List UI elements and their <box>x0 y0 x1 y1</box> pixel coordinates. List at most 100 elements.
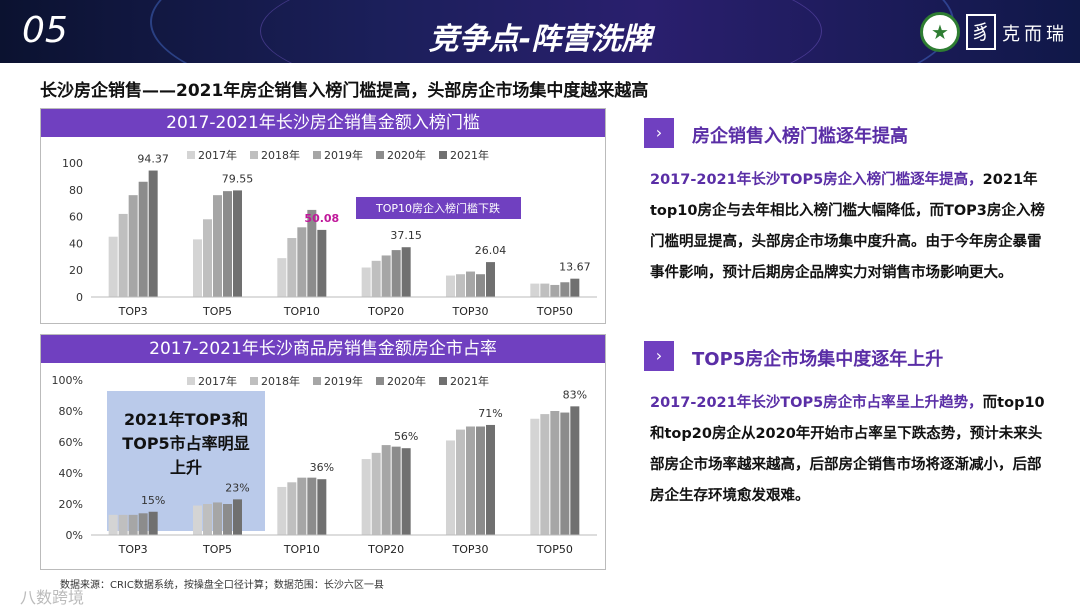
annotation-text: 2021年TOP3和 <box>124 410 248 429</box>
x-tick-label: TOP5 <box>202 543 232 556</box>
data-label: 15% <box>141 494 165 507</box>
bar <box>486 262 495 297</box>
bar <box>138 181 148 297</box>
y-tick-label: 60% <box>59 436 83 449</box>
y-tick-label: 80% <box>59 405 83 418</box>
bar <box>193 505 202 535</box>
x-tick-label: TOP3 <box>118 543 148 556</box>
x-tick-label: TOP10 <box>283 305 320 318</box>
x-tick-label: TOP5 <box>202 305 232 318</box>
section-number: 05 <box>22 10 68 51</box>
bar <box>381 445 391 535</box>
star-emblem-icon: ★ <box>920 12 960 52</box>
header-banner: 05 竞争点-阵营洗牌 ★ 豸 克而瑞 <box>0 0 1080 63</box>
chart-panel-threshold: 2017-2021年长沙房企销售金额入榜门槛 0 20 40 60 80 100 2017年… <box>40 108 606 324</box>
bar <box>560 282 570 297</box>
y-tick-label: 80 <box>69 184 83 197</box>
x-tick-label: TOP3 <box>118 305 148 318</box>
bar <box>371 452 381 535</box>
bar <box>213 195 222 297</box>
bar <box>530 418 540 535</box>
chart-title: 2017-2021年长沙房企销售金额入榜门槛 <box>41 109 605 137</box>
y-tick-label: 20% <box>59 498 83 511</box>
legend-swatch <box>376 377 384 385</box>
bar <box>446 440 455 535</box>
bar <box>317 479 327 535</box>
bar <box>550 284 560 297</box>
bar <box>361 267 371 297</box>
data-label: 50.08 <box>304 212 339 225</box>
bar <box>371 260 381 297</box>
bar <box>317 229 327 297</box>
bar <box>193 239 202 297</box>
legend-label: 2018年 <box>261 148 300 162</box>
data-label: 56% <box>394 430 418 443</box>
data-label: 36% <box>310 461 334 474</box>
bar <box>401 448 411 535</box>
threshold-bar-chart: 0 20 40 60 80 100 2017年 2018年 2019年 2020年 2021年 TOP… <box>62 148 597 318</box>
section-2-text: 2017-2021年长沙TOP5房企市占率呈上升趋势，而top10和top20房… <box>650 388 1050 512</box>
bar <box>540 414 550 535</box>
bar <box>118 514 128 535</box>
section-lead: 2017-2021年长沙TOP5房企市占率呈上升趋势， <box>650 395 983 411</box>
y-tick-label: 20 <box>69 264 83 277</box>
data-label: 83% <box>563 388 587 401</box>
bar <box>476 274 485 297</box>
x-tick-label: TOP50 <box>536 305 573 318</box>
bar <box>213 502 222 535</box>
section-title: 房企销售入榜门槛逐年提高 <box>692 126 908 147</box>
data-label: 26.04 <box>475 244 507 257</box>
chevron-right-icon: › <box>644 118 674 148</box>
slide-subtitle: 长沙房企销售——2021年房企销售入榜门槛提高，头部房企市场集中度越来越高 <box>40 81 649 101</box>
bar <box>223 504 232 535</box>
bar <box>530 283 540 297</box>
legend-swatch <box>187 377 195 385</box>
legend-swatch <box>313 377 321 385</box>
x-tick-label: TOP20 <box>367 305 404 318</box>
bar <box>118 213 128 297</box>
legend-label: 2020年 <box>387 148 426 162</box>
bar <box>287 238 297 297</box>
legend-swatch <box>250 151 258 159</box>
chart-panel-share: 2017-2021年长沙商品房销售金额房企市占率 0% 20% 40% 60% 80% 1… <box>40 334 606 570</box>
bar <box>108 236 118 297</box>
bar <box>297 227 307 297</box>
bar <box>233 499 242 535</box>
section-lead: 2017-2021年长沙TOP5房企入榜门槛逐年提高， <box>650 172 983 188</box>
legend-label: 2019年 <box>324 374 363 388</box>
watermark: 八数跨境 <box>20 588 85 607</box>
section-title: TOP5房企市场集中度逐年上升 <box>692 349 944 370</box>
bar <box>466 426 475 535</box>
bar <box>307 477 317 535</box>
data-label: 37.15 <box>390 229 422 242</box>
x-tick-label: TOP30 <box>451 543 488 556</box>
bar <box>203 504 212 535</box>
bar <box>287 482 297 535</box>
y-tick-label: 100 <box>62 157 83 170</box>
bar <box>486 424 495 535</box>
bar <box>223 191 232 297</box>
brand-name: 克而瑞 <box>1002 24 1068 45</box>
bar <box>148 170 158 297</box>
y-tick-label: 0% <box>66 529 83 542</box>
legend-label: 2017年 <box>198 374 237 388</box>
bar <box>108 514 118 535</box>
legend-swatch <box>439 377 447 385</box>
bar <box>560 412 570 535</box>
legend-label: 2019年 <box>324 148 363 162</box>
y-tick-label: 0 <box>76 291 83 304</box>
bar <box>148 511 158 535</box>
bar <box>391 446 401 535</box>
bar <box>307 209 317 297</box>
y-tick-label: 40% <box>59 467 83 480</box>
bar <box>233 190 242 297</box>
legend-label: 2017年 <box>198 148 237 162</box>
page-title: 竞争点-阵营洗牌 <box>428 22 652 57</box>
legend-label: 2020年 <box>387 374 426 388</box>
bar <box>381 255 391 297</box>
bar <box>456 429 465 535</box>
bar <box>277 258 287 297</box>
bar <box>446 275 455 297</box>
legend-label: 2021年 <box>450 148 489 162</box>
x-tick-label: TOP10 <box>283 543 320 556</box>
